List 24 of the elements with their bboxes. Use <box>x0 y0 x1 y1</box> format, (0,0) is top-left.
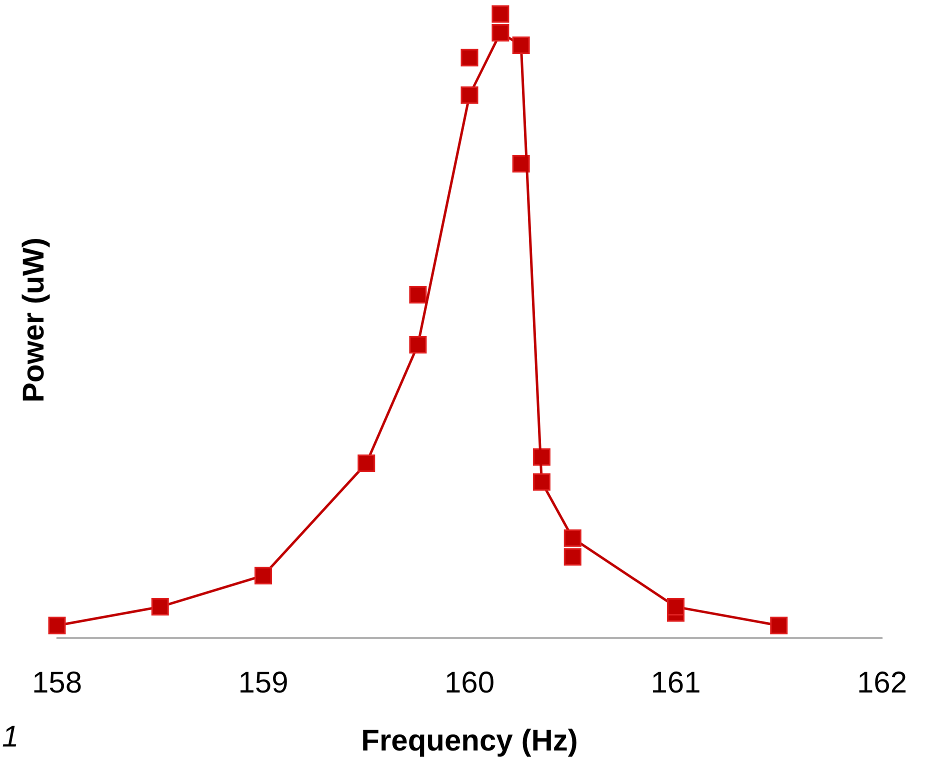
x-tick-label: 160 <box>444 666 495 700</box>
x-axis-title: Frequency (Hz) <box>361 724 578 758</box>
point <box>48 616 66 634</box>
x-tick-label: 158 <box>32 666 82 700</box>
point <box>409 286 427 304</box>
y-axis-title: Power (uW) <box>18 238 50 402</box>
x-tick-label: 162 <box>856 666 908 700</box>
point <box>358 454 376 472</box>
point <box>409 336 427 354</box>
point <box>770 616 788 634</box>
point <box>151 598 169 616</box>
x-tick-label: 159 <box>238 666 288 700</box>
point <box>667 598 684 616</box>
point <box>512 36 530 54</box>
point <box>254 566 272 584</box>
point <box>492 5 510 23</box>
point <box>460 86 478 104</box>
point <box>564 529 582 547</box>
text: 1 <box>2 720 19 754</box>
point <box>492 24 510 42</box>
point <box>564 548 582 566</box>
x-tick-label: 161 <box>650 666 701 700</box>
point <box>532 473 550 491</box>
point <box>460 48 478 66</box>
